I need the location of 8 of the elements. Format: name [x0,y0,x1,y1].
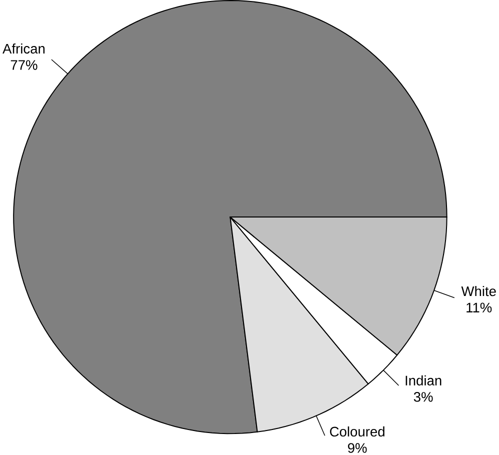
data-label: 11% [466,302,492,312]
slice-label: White [461,286,496,296]
slice-label: African [2,43,45,54]
slice-label: Indian [406,375,442,386]
data-label: 3% [414,392,433,402]
data-label: 9% [348,442,367,453]
data-label: 77% [10,60,38,70]
slice-label: Coloured [330,426,384,436]
